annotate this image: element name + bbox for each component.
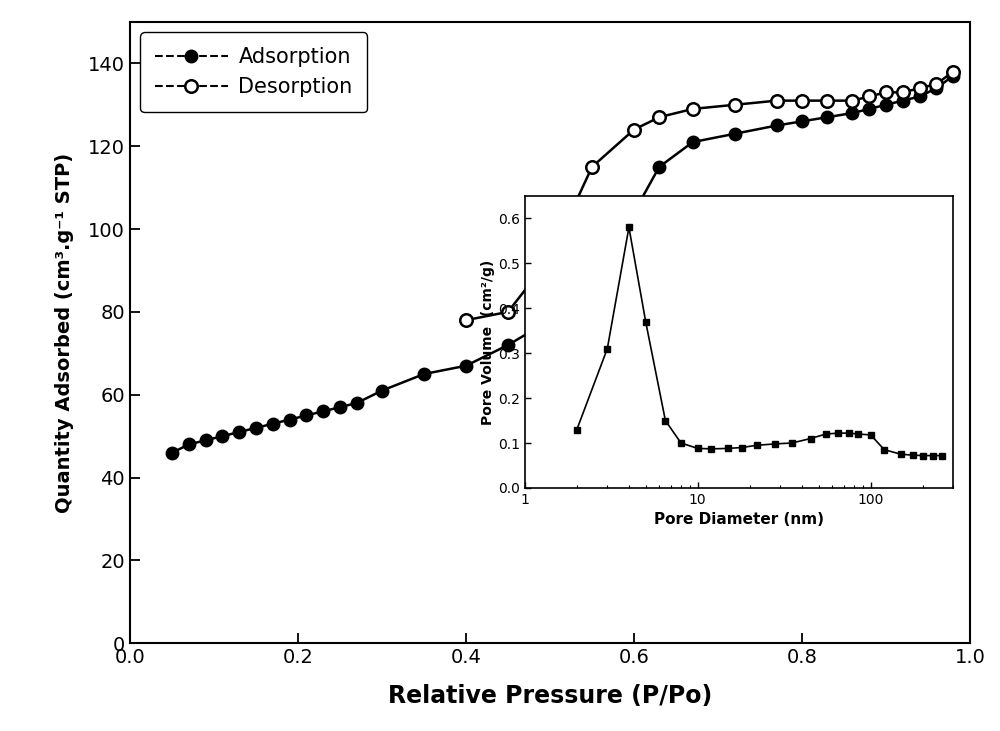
Desorption: [771, 96, 783, 105]
Adsorption: [796, 117, 808, 126]
Desorption: [653, 113, 665, 121]
Adsorption: [687, 137, 699, 146]
Adsorption: [284, 415, 296, 424]
Adsorption: [880, 100, 892, 109]
Adsorption: [846, 109, 858, 118]
Desorption: [880, 88, 892, 96]
Desorption: [544, 254, 556, 262]
Adsorption: [317, 407, 329, 416]
Adsorption: [460, 361, 472, 370]
Adsorption: [418, 370, 430, 379]
Desorption: [460, 316, 472, 325]
Adsorption: [200, 436, 212, 444]
Adsorption: [216, 432, 228, 441]
Adsorption: [351, 398, 363, 407]
Line: Adsorption: Adsorption: [166, 69, 959, 459]
Adsorption: [183, 440, 195, 449]
Desorption: [947, 67, 959, 76]
Adsorption: [729, 129, 741, 138]
Adsorption: [821, 113, 833, 121]
Adsorption: [166, 448, 178, 457]
Desorption: [796, 96, 808, 105]
Adsorption: [300, 411, 312, 420]
Line: Desorption: Desorption: [460, 65, 959, 327]
Adsorption: [628, 208, 640, 217]
Desorption: [863, 92, 875, 101]
Adsorption: [914, 92, 926, 101]
Desorption: [821, 96, 833, 105]
Adsorption: [771, 121, 783, 130]
Adsorption: [233, 428, 245, 436]
Adsorption: [653, 162, 665, 171]
Y-axis label: Quantity Adsorbed (cm³.g⁻¹ STP): Quantity Adsorbed (cm³.g⁻¹ STP): [55, 153, 74, 512]
Desorption: [502, 308, 514, 317]
Adsorption: [544, 316, 556, 325]
Adsorption: [947, 72, 959, 80]
Adsorption: [267, 420, 279, 428]
Adsorption: [897, 96, 909, 105]
Desorption: [628, 125, 640, 134]
Desorption: [897, 88, 909, 96]
X-axis label: Relative Pressure (P/Po): Relative Pressure (P/Po): [388, 683, 712, 708]
Adsorption: [930, 84, 942, 93]
Desorption: [846, 96, 858, 105]
Desorption: [729, 100, 741, 109]
Adsorption: [376, 386, 388, 395]
Adsorption: [863, 105, 875, 113]
Adsorption: [502, 341, 514, 349]
Legend: Adsorption, Desorption: Adsorption, Desorption: [140, 32, 367, 112]
Desorption: [687, 105, 699, 113]
Adsorption: [250, 423, 262, 432]
Desorption: [914, 84, 926, 93]
Desorption: [586, 162, 598, 171]
Desorption: [930, 80, 942, 88]
Adsorption: [586, 266, 598, 275]
Adsorption: [334, 403, 346, 412]
